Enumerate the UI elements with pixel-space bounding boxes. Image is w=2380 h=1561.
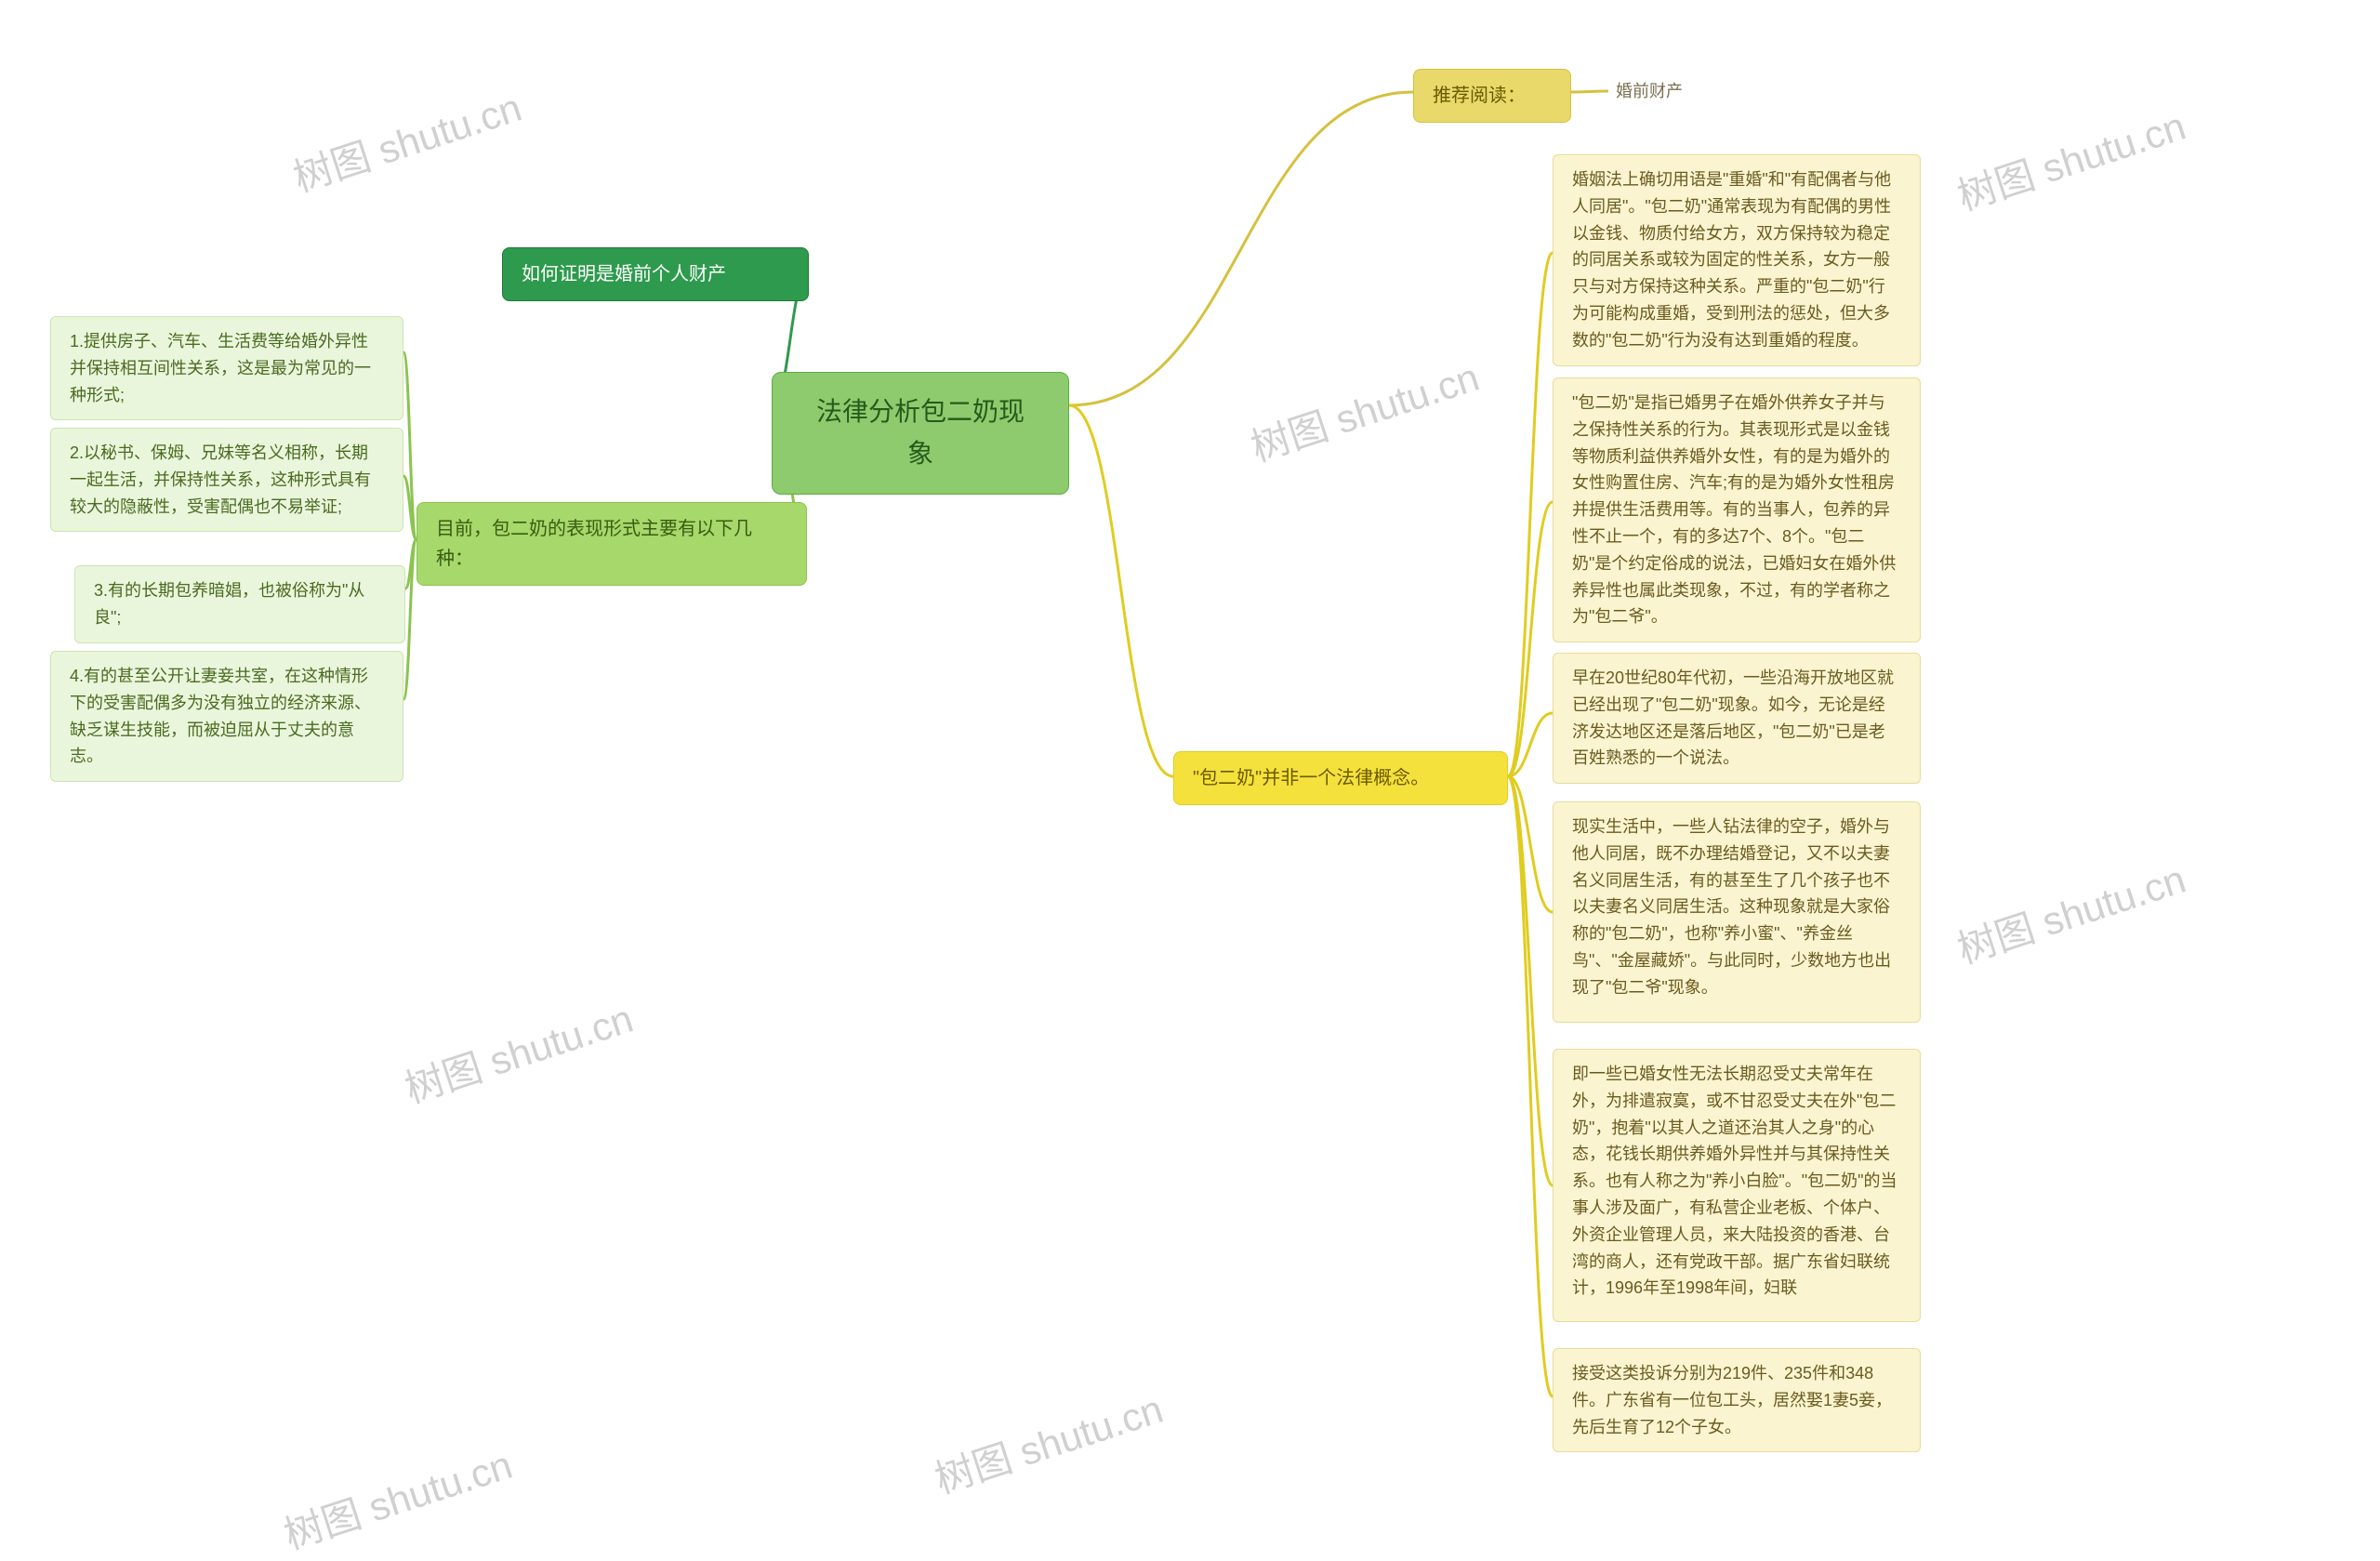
leaf-b4-0[interactable]: 婚姻法上确切用语是"重婚"和"有配偶者与他人同居"。"包二奶"通常表现为有配偶的… <box>1553 154 1921 366</box>
watermark: 树图 shutu.cn <box>397 987 640 1115</box>
leaf-b3-2[interactable]: 3.有的长期包养暗娼，也被俗称为"从良"; <box>74 565 405 643</box>
leaf-b4-2[interactable]: 早在20世纪80年代初，一些沿海开放地区就已经出现了"包二奶"现象。如今，无论是… <box>1553 653 1921 784</box>
watermark: 树图 shutu.cn <box>1243 346 1486 473</box>
leaf-b3-3[interactable]: 4.有的甚至公开让妻妾共室，在这种情形下的受害配偶多为没有独立的经济来源、缺乏谋… <box>50 651 403 782</box>
leaf-b3-1[interactable]: 2.以秘书、保姆、兄妹等名义相称，长期一起生活，并保持性关系，这种形式具有较大的… <box>50 428 403 532</box>
leaf-b3-0[interactable]: 1.提供房子、汽车、生活费等给婚外异性并保持相互间性关系，这是最为常见的一种形式… <box>50 316 403 420</box>
watermark: 树图 shutu.cn <box>1950 848 2192 975</box>
branch-b3[interactable]: 目前，包二奶的表现形式主要有以下几种： <box>416 502 807 586</box>
leaf-b4-5[interactable]: 接受这类投诉分别为219件、235件和348件。广东省有一位包工头，居然娶1妻5… <box>1553 1348 1921 1452</box>
root-node[interactable]: 法律分析包二奶现象 <box>772 372 1069 495</box>
branch-b4[interactable]: "包二奶"并非一个法律概念。 <box>1173 751 1508 805</box>
leaf-b4-4[interactable]: 即一些已婚女性无法长期忍受丈夫常年在外，为排遣寂寞，或不甘忍受丈夫在外"包二奶"… <box>1553 1049 1921 1322</box>
branch-b1[interactable]: 推荐阅读： <box>1413 69 1571 123</box>
watermark: 树图 shutu.cn <box>276 1434 519 1561</box>
leaf-b4-3[interactable]: 现实生活中，一些人钻法律的空子，婚外与他人同居，既不办理结婚登记，又不以夫妻名义… <box>1553 801 1921 1023</box>
leaf-b4-1[interactable]: "包二奶"是指已婚男子在婚外供养女子并与之保持性关系的行为。其表现形式是以金钱等… <box>1553 377 1921 642</box>
watermark: 树图 shutu.cn <box>1950 95 2192 222</box>
watermark: 树图 shutu.cn <box>285 76 528 204</box>
watermark: 树图 shutu.cn <box>927 1378 1170 1505</box>
leaf-b1-0[interactable]: 婚前财产 <box>1608 74 1720 109</box>
branch-b2[interactable]: 如何证明是婚前个人财产 <box>502 247 809 301</box>
